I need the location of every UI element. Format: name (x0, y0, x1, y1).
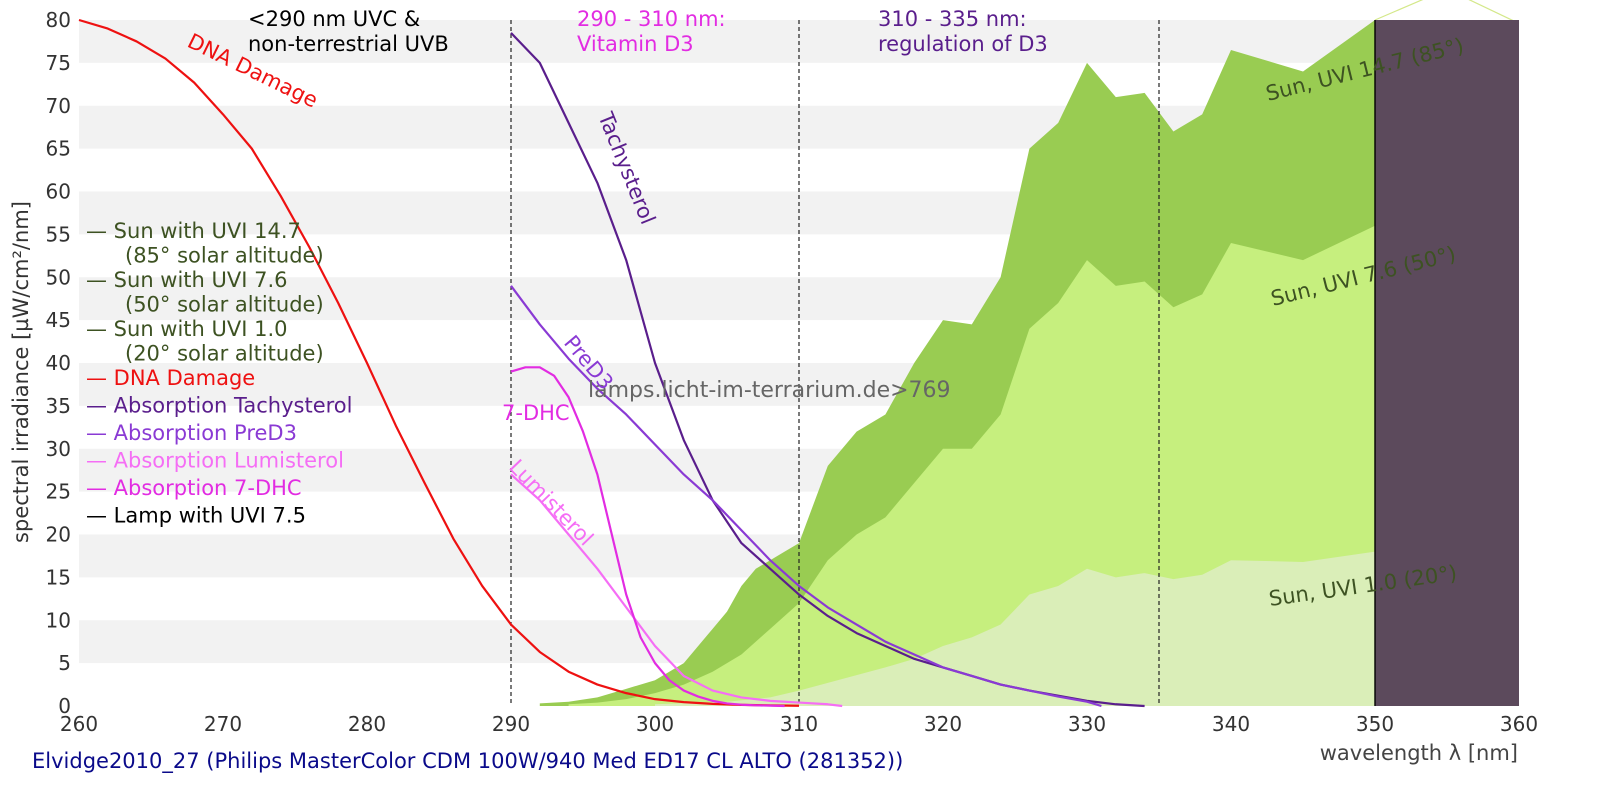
y-tick-label: 30 (46, 437, 71, 461)
y-tick-label: 60 (46, 180, 71, 204)
region-label-regulation-line2: regulation of D3 (878, 32, 1048, 56)
curve-2 (510, 285, 1102, 708)
legend-entry-2: — Sun with UVI 1.0 (86, 317, 288, 341)
absorption-curves (78, 18, 1145, 708)
x-tick-label: 340 (1212, 712, 1250, 736)
y-tick-label: 5 (58, 651, 71, 675)
legend-entry-2-detail: (20° solar altitude) (125, 342, 324, 366)
y-tick-label: 25 (46, 480, 71, 504)
y-tick-label: 65 (46, 137, 71, 161)
legend-entry-4: — Absorption Tachysterol (86, 394, 352, 418)
x-tick-label: 270 (204, 712, 242, 736)
legend-entry-1: — Sun with UVI 7.6 (86, 268, 288, 292)
legend-entry-8: — Lamp with UVI 7.5 (86, 504, 306, 528)
y-tick-label: 35 (46, 394, 71, 418)
y-tick-label: 15 (46, 565, 71, 589)
sun-area-2 (655, 551, 1375, 706)
watermark: lamps.licht-im-terrarium.de>769 (588, 378, 951, 403)
footer-text: Elvidge2010_27 (Philips MasterColor CDM … (32, 749, 903, 774)
x-tick-label: 280 (348, 712, 386, 736)
y-tick-label: 75 (46, 51, 71, 75)
y-axis-ticks: 0 5 10 15 20 25 30 35 40 45 50 55 60 65 70 75 80 (46, 8, 71, 718)
y-axis-label: spectral irradiance [µW/cm²/nm] (9, 201, 33, 543)
curve-4 (510, 366, 785, 708)
y-tick-label: 45 (46, 308, 71, 332)
region-divider-lines (510, 20, 1160, 706)
y-tick-label: 10 (46, 608, 71, 632)
y-tick-label: 40 (46, 351, 71, 375)
legend-entry-5: — Absorption PreD3 (86, 421, 297, 445)
sun-area-continuation-0 (1374, 0, 1520, 24)
legend-entry-0: — Sun with UVI 14.7 (86, 219, 301, 243)
sun-areas (539, 0, 1520, 707)
y-tick-label: 55 (46, 222, 71, 246)
legend: — Sun with UVI 14.7(85° solar altitude)—… (86, 219, 352, 528)
x-axis-ticks: 260 270 280 290 300 310 320 330 340 350 360 (60, 712, 1538, 736)
curve-3 (510, 473, 843, 708)
x-tick-label: 350 (1356, 712, 1394, 736)
y-tick-label: 70 (46, 94, 71, 118)
legend-entry-6: — Absorption Lumisterol (86, 449, 344, 473)
x-tick-label: 360 (1500, 712, 1538, 736)
x-tick-label: 310 (780, 712, 818, 736)
y-tick-label: 50 (46, 265, 71, 289)
x-tick-label: 260 (60, 712, 98, 736)
legend-entry-1-detail: (50° solar altitude) (125, 293, 324, 317)
region-label-d3-line2: Vitamin D3 (577, 32, 694, 56)
region-label-d3-line1: 290 - 310 nm: (577, 7, 726, 31)
curve-0 (78, 18, 800, 707)
x-tick-label: 330 (1068, 712, 1106, 736)
legend-entry-7: — Absorption 7-DHC (86, 476, 302, 500)
region-label-uvc-line1: <290 nm UVC & (248, 7, 420, 31)
x-tick-label: 320 (924, 712, 962, 736)
region-label-regulation-line1: 310 - 335 nm: (878, 7, 1027, 31)
y-tick-label: 20 (46, 523, 71, 547)
region-labels: <290 nm UVC & non-terrestrial UVB 290 - … (248, 7, 1048, 56)
legend-entry-0-detail: (85° solar altitude) (125, 244, 324, 268)
lamp-region (1375, 20, 1519, 706)
region-label-uvc-line2: non-terrestrial UVB (248, 32, 449, 56)
y-tick-label: 80 (46, 8, 71, 32)
y-tick-label: 0 (58, 694, 71, 718)
x-tick-label: 290 (492, 712, 530, 736)
x-axis-label: wavelength λ [nm] (1320, 741, 1518, 765)
curve-label-7dhc: 7-DHC (502, 401, 570, 425)
legend-entry-3: — DNA Damage (86, 366, 255, 390)
x-tick-label: 300 (636, 712, 674, 736)
